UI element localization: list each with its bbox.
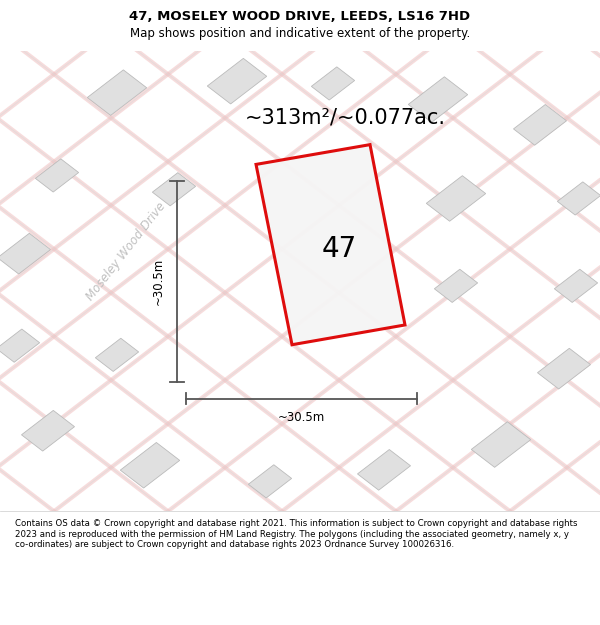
Polygon shape [427, 176, 485, 221]
Polygon shape [557, 182, 600, 215]
Polygon shape [538, 348, 590, 389]
Text: ~30.5m: ~30.5m [278, 411, 325, 424]
Text: Map shows position and indicative extent of the property.: Map shows position and indicative extent… [130, 27, 470, 40]
Polygon shape [152, 173, 196, 206]
Polygon shape [311, 67, 355, 100]
Polygon shape [434, 269, 478, 302]
Text: ~30.5m: ~30.5m [151, 258, 164, 306]
Polygon shape [554, 269, 598, 302]
Text: 47, MOSELEY WOOD DRIVE, LEEDS, LS16 7HD: 47, MOSELEY WOOD DRIVE, LEEDS, LS16 7HD [130, 10, 470, 23]
Polygon shape [121, 442, 179, 488]
Polygon shape [35, 159, 79, 192]
Text: Moseley Wood Drive: Moseley Wood Drive [84, 200, 168, 303]
Text: ~313m²/~0.077ac.: ~313m²/~0.077ac. [245, 108, 445, 128]
Text: Contains OS data © Crown copyright and database right 2021. This information is : Contains OS data © Crown copyright and d… [15, 519, 577, 549]
Polygon shape [95, 338, 139, 371]
Polygon shape [358, 449, 410, 490]
Polygon shape [0, 233, 50, 274]
Polygon shape [88, 70, 146, 116]
Polygon shape [514, 104, 566, 145]
Polygon shape [248, 465, 292, 498]
Polygon shape [409, 77, 467, 122]
Text: 47: 47 [322, 235, 356, 263]
Polygon shape [208, 58, 266, 104]
Polygon shape [0, 329, 40, 362]
Polygon shape [256, 144, 405, 345]
Polygon shape [472, 422, 530, 468]
Polygon shape [22, 411, 74, 451]
